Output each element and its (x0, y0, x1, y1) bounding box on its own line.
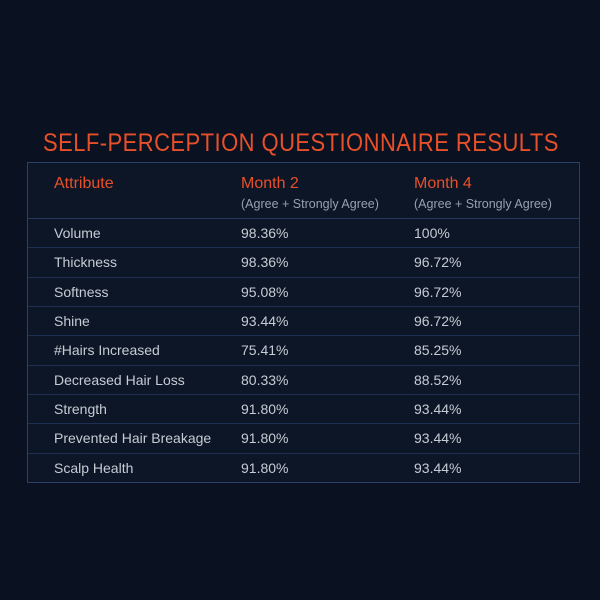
attribute-cell: Decreased Hair Loss (54, 371, 185, 388)
month4-cell: 93.44% (414, 401, 462, 418)
month2-cell: 91.80% (241, 459, 289, 476)
month4-cell: 93.44% (414, 430, 462, 447)
attribute-cell: Softness (54, 283, 109, 300)
month4-cell: 96.72% (414, 283, 462, 300)
column-header-attribute: Attribute (54, 175, 241, 218)
table-row: Thickness 98.36% 96.72% (28, 247, 579, 276)
attribute-cell: Thickness (54, 254, 118, 271)
table-row: #Hairs Increased 75.41% 85.25% (28, 335, 579, 364)
table-body: Volume 98.36% 100% Thickness 98.36% 96.7… (28, 219, 579, 482)
results-table: Attribute Month 2 (Agree + Strongly Agre… (27, 162, 580, 483)
month2-column-sublabel: (Agree + Strongly Agree) (241, 197, 379, 211)
table-row: Softness 95.08% 96.72% (28, 276, 579, 306)
month4-column-sublabel: (Agree + Strongly Agree) (414, 197, 552, 211)
table-row: Volume 98.36% 100% (28, 219, 579, 247)
attribute-cell: #Hairs Increased (54, 342, 160, 359)
column-header-month4: Month 4 (Agree + Strongly Agree) (414, 175, 579, 218)
month2-cell: 80.33% (241, 371, 289, 388)
month4-cell: 96.72% (414, 313, 462, 330)
month2-cell: 93.44% (241, 313, 289, 330)
page-title: SELF-PERCEPTION QUESTIONNAIRE RESULTS (43, 129, 559, 157)
table-row: Strength 91.80% 93.44% (28, 393, 579, 423)
month2-column-label: Month 2 (241, 175, 299, 192)
month2-cell: 91.80% (241, 430, 289, 447)
month2-cell: 75.41% (241, 342, 289, 359)
month4-cell: 93.44% (414, 459, 462, 476)
month2-cell: 91.80% (241, 401, 289, 418)
table-row: Decreased Hair Loss 80.33% 88.52% (28, 364, 579, 394)
attribute-column-label: Attribute (54, 175, 114, 192)
attribute-cell: Shine (54, 313, 90, 330)
attribute-cell: Scalp Health (54, 459, 134, 476)
month2-cell: 98.36% (241, 254, 289, 271)
table-header: Attribute Month 2 (Agree + Strongly Agre… (28, 163, 579, 219)
month2-cell: 98.36% (241, 225, 289, 242)
table-row: Prevented Hair Breakage 91.80% 93.44% (28, 423, 579, 452)
month4-column-label: Month 4 (414, 175, 472, 192)
attribute-cell: Volume (54, 225, 101, 242)
month4-cell: 100% (414, 225, 450, 242)
month2-cell: 95.08% (241, 283, 289, 300)
month4-cell: 85.25% (414, 342, 462, 359)
attribute-cell: Strength (54, 401, 107, 418)
month4-cell: 88.52% (414, 371, 462, 388)
table-row: Shine 93.44% 96.72% (28, 305, 579, 335)
column-header-month2: Month 2 (Agree + Strongly Agree) (241, 175, 414, 218)
attribute-cell: Prevented Hair Breakage (54, 430, 212, 447)
month4-cell: 96.72% (414, 254, 462, 271)
table-row: Scalp Health 91.80% 93.44% (28, 452, 579, 482)
